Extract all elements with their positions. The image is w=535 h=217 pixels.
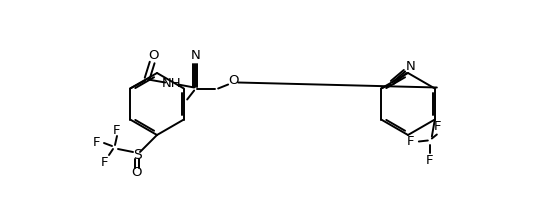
Text: O: O xyxy=(228,74,239,87)
Text: F: F xyxy=(407,135,415,148)
Text: F: F xyxy=(113,125,121,138)
Text: O: O xyxy=(132,166,142,179)
Text: F: F xyxy=(434,120,441,133)
Text: F: F xyxy=(93,136,101,150)
Text: S: S xyxy=(133,148,141,162)
Text: N: N xyxy=(190,49,200,62)
Text: N: N xyxy=(406,60,415,73)
Text: O: O xyxy=(148,49,158,62)
Text: F: F xyxy=(101,156,109,168)
Text: NH: NH xyxy=(162,77,181,90)
Text: F: F xyxy=(426,154,433,167)
